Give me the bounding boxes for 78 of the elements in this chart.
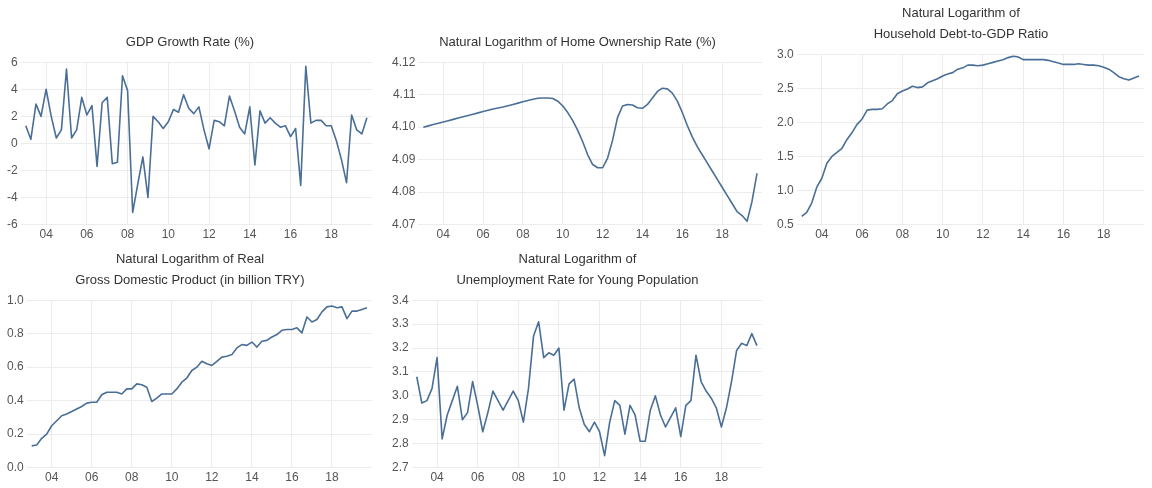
x-tick-label: 06 <box>85 470 99 485</box>
y-tick-label: 4.08 <box>392 184 416 199</box>
x-tick-label: 08 <box>125 470 139 485</box>
y-tick-label: 3.1 <box>391 364 409 379</box>
y-tick-label: -2 <box>7 162 18 177</box>
chart-title: Natural Logarithm of Household Debt-to-GDP Ratio <box>872 4 1050 43</box>
x-tick-label: 12 <box>976 227 990 242</box>
x-tick-label: 04 <box>45 470 59 485</box>
x-tick-label: 12 <box>202 227 217 242</box>
y-tick-label: 4 <box>10 81 18 96</box>
x-tick-label: 08 <box>120 227 135 242</box>
x-tick-label: 12 <box>592 470 607 485</box>
x-tick-label: 08 <box>895 227 910 242</box>
x-tick-label: 12 <box>595 227 610 242</box>
x-tick-label: 10 <box>935 227 950 242</box>
y-tick-label: 3.2 <box>391 340 409 355</box>
x-tick-label: 10 <box>165 470 179 485</box>
y-tick-label: 4.12 <box>392 54 416 69</box>
x-tick-label: 18 <box>325 470 339 485</box>
chart-title: Natural Logarithm of Home Ownership Rate (%) <box>438 33 717 51</box>
x-tick-label: 14 <box>633 470 648 485</box>
x-tick-label: 16 <box>283 227 298 242</box>
x-tick-label: 18 <box>324 227 339 242</box>
x-tick-label: 04 <box>815 227 829 242</box>
y-tick-label: 4.09 <box>392 151 416 166</box>
y-tick-label: 1.0 <box>776 182 794 197</box>
x-tick-label: 18 <box>1097 227 1111 242</box>
x-tick-label: 14 <box>243 227 257 242</box>
x-tick-label: 08 <box>511 470 526 485</box>
x-tick-label: 14 <box>245 470 259 485</box>
x-tick-label: 16 <box>285 470 299 485</box>
y-tick-label: 0.6 <box>6 359 24 374</box>
y-tick-label: 0.4 <box>6 392 24 407</box>
y-tick-label: 6 <box>10 54 18 69</box>
x-tick-label: 16 <box>1056 227 1071 242</box>
y-tick-label: 4.07 <box>392 216 416 231</box>
x-tick-label: 06 <box>476 227 491 242</box>
x-tick-label: 18 <box>714 470 729 485</box>
x-tick-label: 16 <box>675 227 690 242</box>
y-tick-label: 2.9 <box>391 412 409 427</box>
x-tick-label: 04 <box>39 227 54 242</box>
y-tick-label: 0.2 <box>6 426 24 441</box>
y-tick-label: 0.0 <box>6 459 24 474</box>
x-tick-label: 06 <box>855 227 870 242</box>
y-tick-label: 1.5 <box>776 148 794 163</box>
y-tick-label: 2.0 <box>776 114 794 129</box>
y-tick-label: 3.0 <box>776 46 794 61</box>
x-tick-label: 04 <box>430 470 445 485</box>
x-tick-label: 06 <box>471 470 485 485</box>
y-tick-label: 3.4 <box>391 292 409 307</box>
y-tick-label: -6 <box>7 216 18 231</box>
y-tick-label: 2 <box>10 108 18 123</box>
x-tick-label: 04 <box>436 227 451 242</box>
x-tick-label: 06 <box>80 227 94 242</box>
x-tick-label: 10 <box>161 227 176 242</box>
x-tick-label: 10 <box>556 227 570 242</box>
x-tick-label: 08 <box>516 227 530 242</box>
x-tick-label: 12 <box>205 470 219 485</box>
x-tick-label: 14 <box>1016 227 1031 242</box>
y-tick-label: 4.10 <box>392 119 416 134</box>
x-tick-label: 14 <box>635 227 650 242</box>
y-tick-label: 2.7 <box>391 459 409 474</box>
chart-title: Natural Logarithm of Real Gross Domestic Product (in billion TRY) <box>75 251 305 287</box>
chart-title: Natural Logarithm of Unemployment Rate for Young Population <box>456 251 699 287</box>
y-tick-label: 4.11 <box>392 86 416 101</box>
x-tick-label: 16 <box>674 470 688 485</box>
y-tick-label: -4 <box>7 189 18 204</box>
y-tick-label: 2.8 <box>391 436 409 450</box>
y-tick-label: 2.5 <box>776 80 794 95</box>
y-tick-label: 0 <box>10 135 18 150</box>
y-tick-label: 3.0 <box>391 388 409 403</box>
y-tick-label: 3.3 <box>391 316 409 331</box>
x-tick-label: 18 <box>715 227 730 242</box>
y-tick-label: 0.8 <box>6 325 24 340</box>
y-tick-label: 0.5 <box>776 216 794 231</box>
y-tick-label: 1.0 <box>6 292 24 307</box>
x-tick-label: 10 <box>552 470 566 485</box>
chart-title: GDP Growth Rate (%) <box>124 33 256 51</box>
